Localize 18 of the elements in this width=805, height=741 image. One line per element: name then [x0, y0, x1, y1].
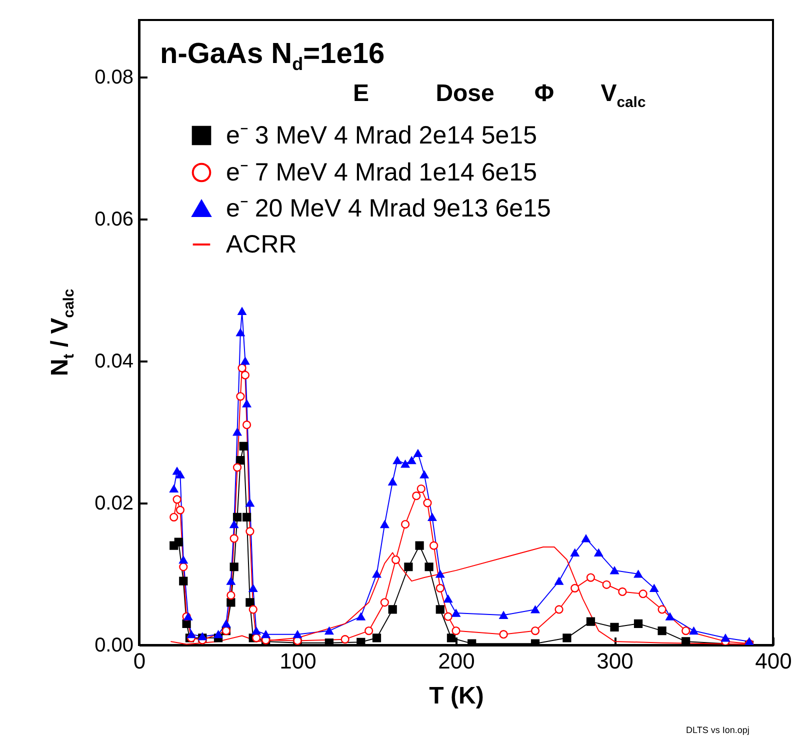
x-tick-label: 300	[596, 648, 634, 674]
legend-label: ACRR	[226, 230, 297, 258]
legend-title: E Dose Φ V$_{calc}$	[353, 80, 646, 111]
y-tick-label: 0.04	[94, 350, 134, 372]
legend-label: e⁻ 3 MeV 4 Mrad 2e14 5e15	[226, 122, 537, 150]
text: n-GaAs N$_{d}$=1e16	[160, 38, 385, 75]
x-axis-title: T (K)	[429, 682, 484, 710]
y-tick-label: 0.06	[94, 208, 134, 230]
legend-label: e⁻ 7 MeV 4 Mrad 1e14 6e15	[226, 158, 537, 186]
y-tick-label: 0.00	[94, 634, 134, 656]
x-tick-label: 200	[438, 648, 475, 674]
legend-label: e⁻ 20 MeV 4 Mrad 9e13 6e15	[226, 194, 551, 222]
text: DLTS vs Ion.opj	[686, 725, 750, 735]
x-tick-label: 400	[755, 648, 792, 674]
x-tick-label: 0	[133, 648, 146, 674]
x-tick-label: 100	[280, 648, 316, 674]
y-tick-label: 0.02	[94, 492, 134, 514]
y-tick-label: 0.08	[94, 66, 134, 88]
